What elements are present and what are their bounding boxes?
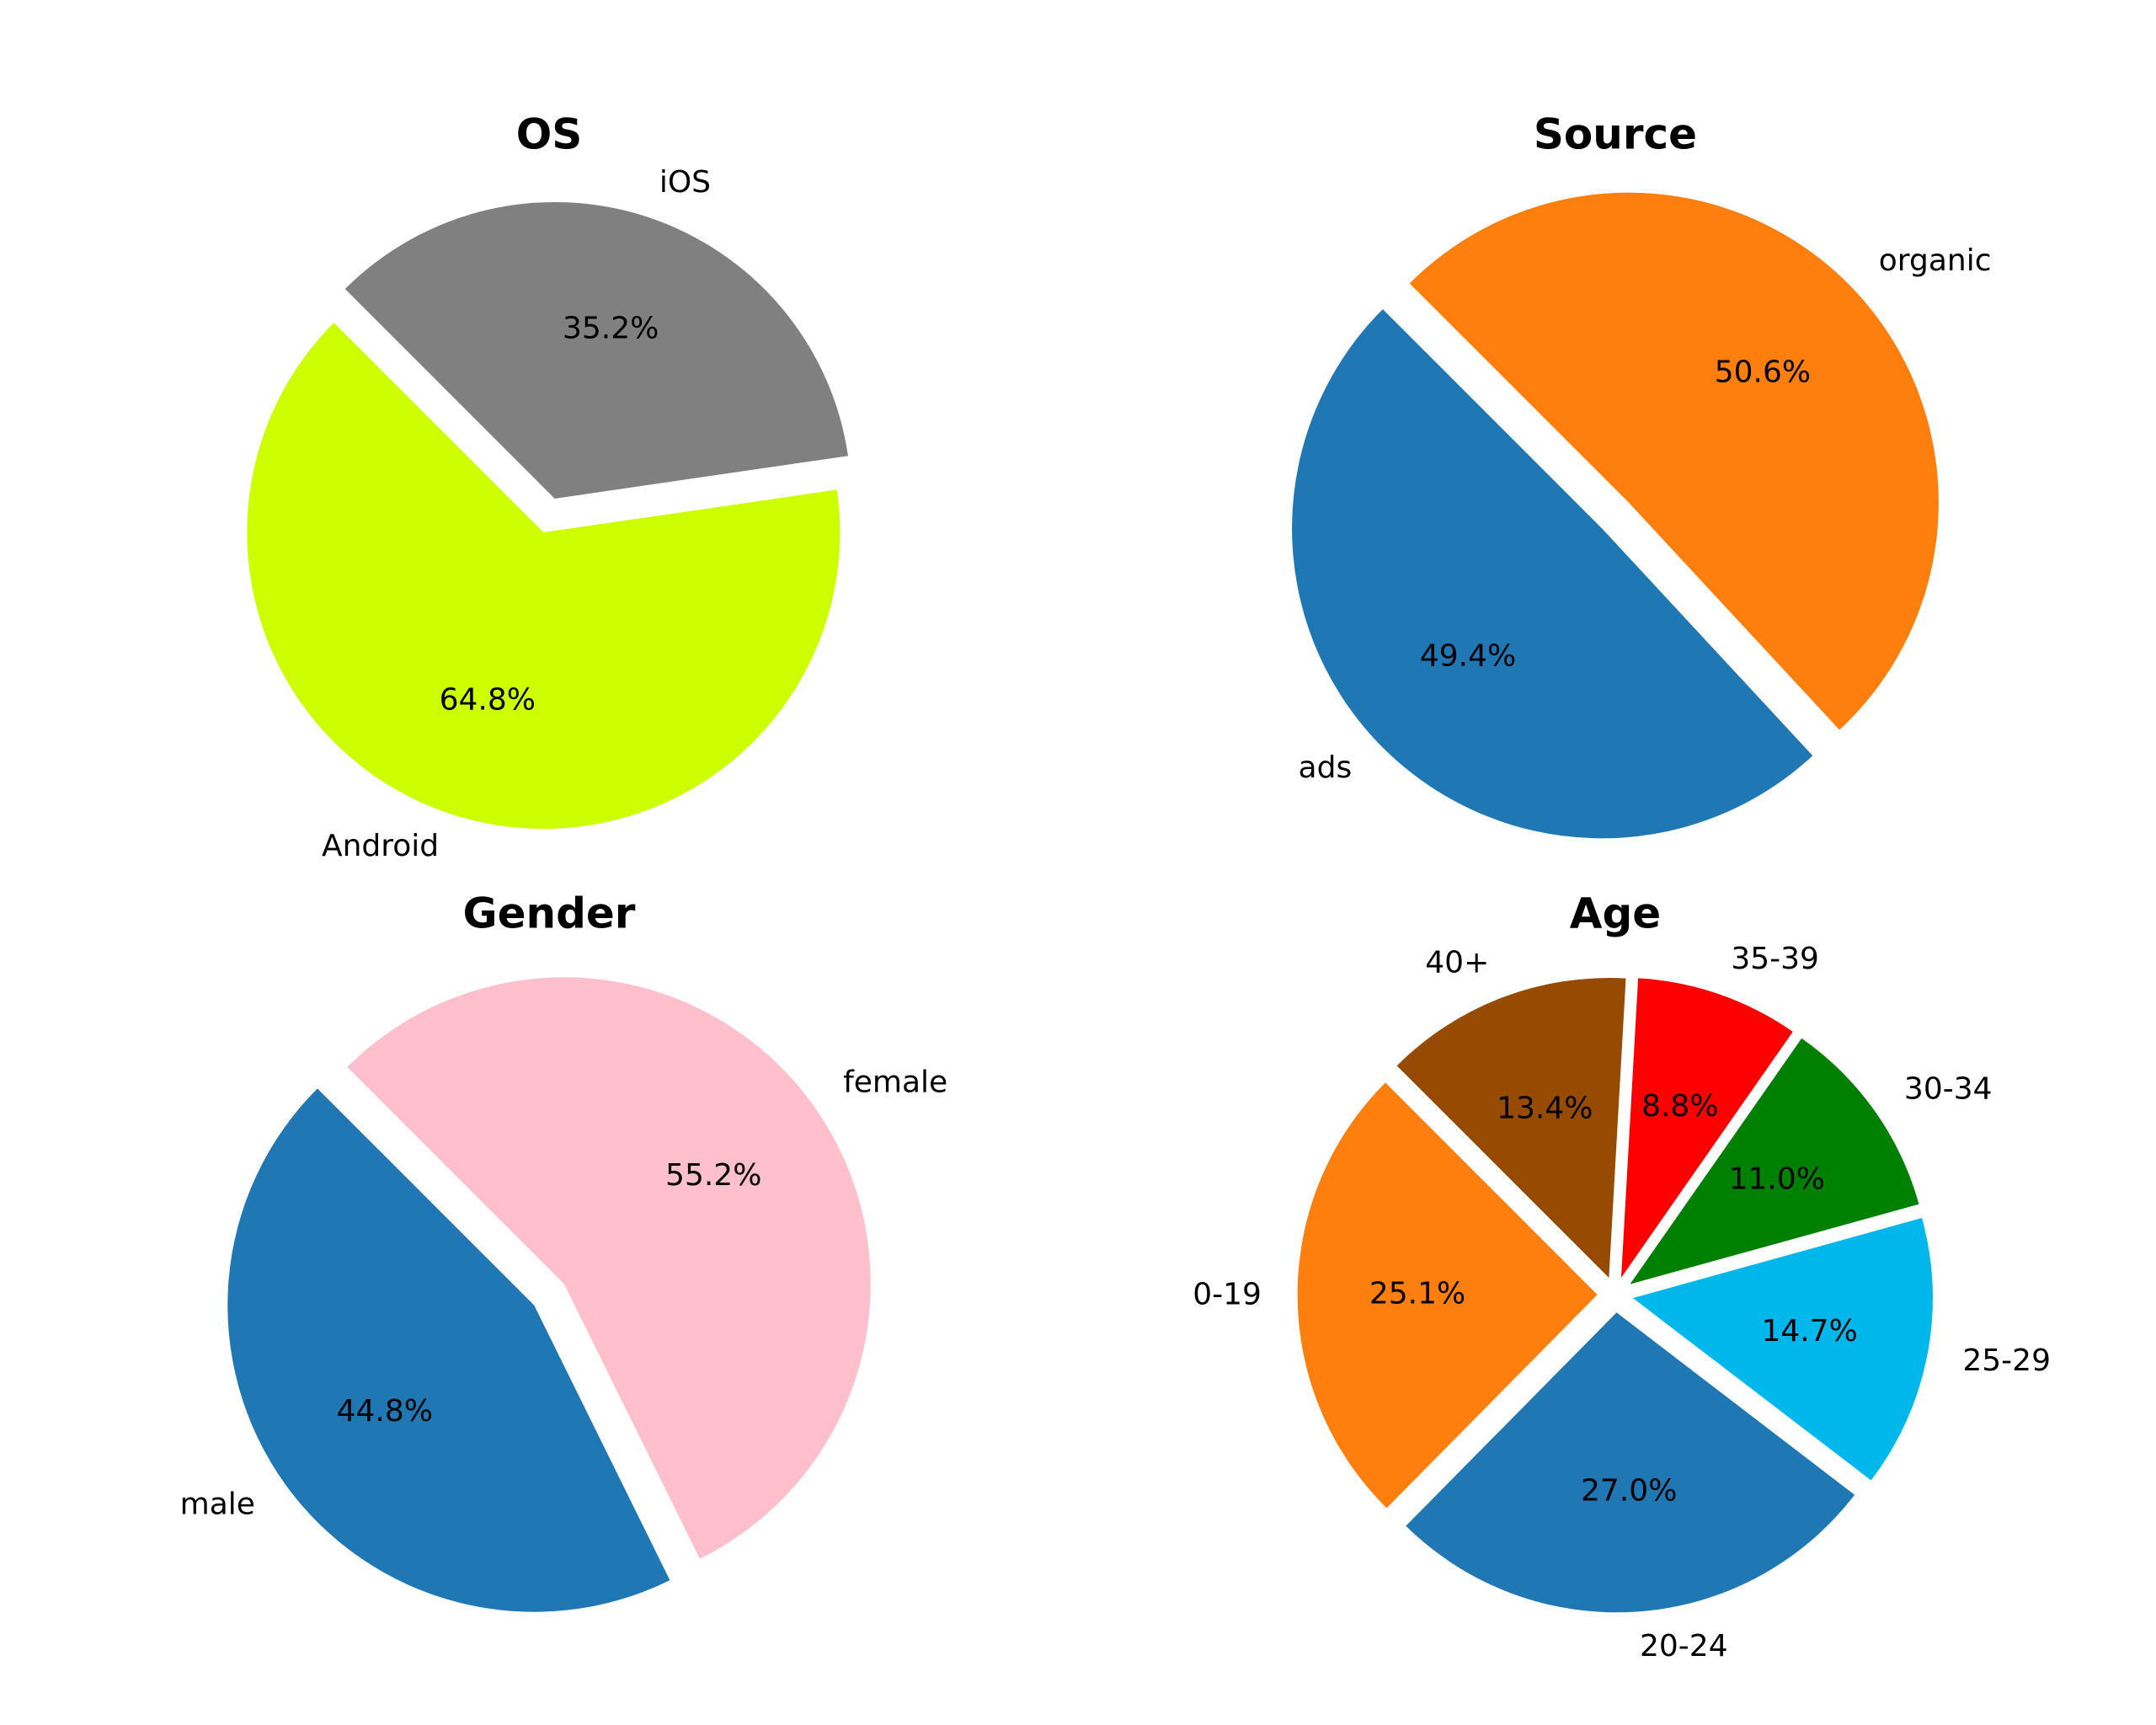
- gender-pie-chart: Gender male 44.8% female 55.2%: [180, 889, 947, 1612]
- slice-label-35-39: 35-39: [1731, 942, 1819, 976]
- source-pie-chart: Source ads 49.4% organic 50.6%: [1292, 110, 1992, 839]
- slice-label-20-24: 20-24: [1640, 1629, 1728, 1664]
- slice-percentage-0-19: 25.1%: [1369, 1277, 1465, 1311]
- pie-slice-25-29: [1632, 1218, 1933, 1481]
- pie-slice-organic: [1409, 192, 1939, 730]
- pie-slice-android: [247, 323, 841, 830]
- slice-percentage-35-39: 8.8%: [1641, 1089, 1718, 1124]
- pie-slice-40: [1396, 978, 1626, 1279]
- pie-slice-0-19: [1297, 1082, 1598, 1509]
- pie-slice-ads: [1292, 309, 1813, 839]
- slice-percentage-ads: 49.4%: [1420, 638, 1516, 673]
- pie-slice-30-34: [1630, 1038, 1919, 1284]
- pie-slice-20-24: [1406, 1312, 1855, 1613]
- slice-label-30-34: 30-34: [1904, 1071, 1993, 1106]
- slice-label-organic: organic: [1879, 243, 1992, 278]
- pie-slice-female: [347, 977, 871, 1559]
- slice-percentage-ios: 35.2%: [563, 312, 659, 346]
- pie-slice-35-39: [1620, 978, 1793, 1278]
- slice-percentage-25-29: 14.7%: [1761, 1314, 1857, 1348]
- slice-percentage-female: 55.2%: [665, 1158, 761, 1193]
- pie-slice-male: [227, 1088, 670, 1612]
- slice-label-ads: ads: [1299, 750, 1353, 785]
- slice-label-40: 40+: [1425, 946, 1489, 980]
- slice-label-female: female: [843, 1065, 947, 1100]
- age-pie-chart: Age 0-19 25.1% 20-24 27.0% 25-29 14.7% 30-34 11…: [1193, 889, 2051, 1664]
- slice-percentage-organic: 50.6%: [1715, 355, 1811, 390]
- os-pie-chart: OS Android 64.8% iOS 35.2%: [247, 110, 848, 863]
- slice-label-0-19: 0-19: [1193, 1277, 1262, 1311]
- slice-label-male: male: [180, 1487, 255, 1521]
- slice-percentage-40: 13.4%: [1497, 1091, 1593, 1125]
- pie-slice-ios: [344, 201, 848, 499]
- slice-percentage-30-34: 11.0%: [1729, 1162, 1825, 1196]
- chart-title: OS: [516, 110, 583, 159]
- slice-label-ios: iOS: [659, 165, 711, 200]
- slice-percentage-android: 64.8%: [440, 682, 536, 717]
- slice-label-25-29: 25-29: [1962, 1343, 2051, 1378]
- chart-title: Age: [1570, 889, 1661, 938]
- chart-title: Gender: [463, 889, 636, 938]
- slice-percentage-20-24: 27.0%: [1581, 1473, 1677, 1508]
- slice-label-android: Android: [322, 829, 439, 863]
- slice-percentage-male: 44.8%: [337, 1394, 433, 1429]
- chart-title: Source: [1534, 110, 1697, 159]
